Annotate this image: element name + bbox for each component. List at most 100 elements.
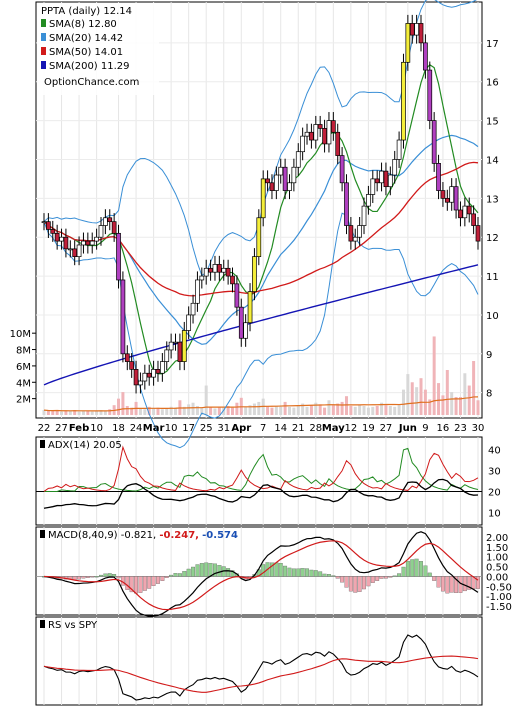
candle: [103, 209, 108, 235]
candle-body: [138, 380, 143, 386]
macd-signal-line: [43, 540, 479, 611]
adx-title: ADX(14) 20.05: [48, 440, 122, 451]
candle-body: [370, 178, 376, 195]
candle: [278, 158, 284, 184]
candle-body: [361, 205, 367, 226]
candle: [436, 154, 441, 200]
candle: [330, 112, 336, 141]
macd-histogram-bar: [309, 569, 314, 577]
macd-histogram-bar: [357, 576, 362, 592]
candle-body: [344, 182, 349, 226]
candle-body: [295, 151, 301, 168]
macd-histogram-bar: [81, 576, 86, 579]
macd-histogram-bar: [410, 559, 415, 577]
macd-histogram-bar: [366, 576, 371, 587]
volume-tick-label: 2M: [16, 395, 31, 406]
candle-body: [103, 217, 108, 226]
candle-body: [133, 369, 139, 386]
rs-legend-swatch: [40, 620, 45, 628]
candle-body: [418, 23, 424, 44]
candle-body: [120, 279, 126, 355]
candle-body: [304, 131, 310, 137]
x-tick-label: 27: [55, 423, 68, 434]
candle-body: [366, 194, 371, 207]
volume-bar: [174, 407, 178, 415]
adx-tick-label: 20: [488, 487, 501, 498]
macd-histogram-bar: [397, 573, 402, 577]
macd-histogram-bar: [169, 574, 174, 577]
candle-body: [409, 23, 415, 36]
x-tick-label: Apr: [231, 423, 251, 434]
candle: [212, 255, 218, 281]
volume-bar: [450, 392, 454, 415]
volume-bar: [406, 374, 410, 415]
candle-body: [89, 240, 95, 246]
volume-bar: [235, 402, 239, 415]
adx-line: [43, 478, 479, 509]
adx-tick-label: 10: [488, 508, 501, 519]
candle-body: [401, 61, 406, 141]
legend-swatch-sma50: [41, 47, 46, 55]
candle-body: [63, 236, 69, 250]
candle: [98, 216, 104, 246]
volume-bar: [138, 408, 142, 415]
macd-histogram-bar: [322, 573, 327, 577]
candle: [208, 259, 213, 281]
macd-histogram-bar: [164, 576, 169, 578]
macd-histogram-bar: [300, 568, 305, 577]
volume-bar: [437, 383, 441, 415]
candle: [63, 228, 69, 258]
price-tick-label: 17: [486, 39, 499, 50]
macd-histogram-bar: [160, 576, 165, 581]
macd-histogram-bar: [230, 570, 235, 577]
macd-histogram-bar: [173, 573, 178, 577]
macd-histogram-bar: [77, 576, 82, 580]
volume-bar: [380, 402, 384, 415]
candle: [471, 205, 476, 235]
volume-bar: [165, 408, 169, 415]
candle-body: [217, 264, 222, 273]
macd-histogram-bar: [331, 575, 336, 577]
legend-sma8: SMA(8) 12.80: [49, 19, 117, 30]
legend-background: [37, 3, 159, 95]
candle-body: [142, 372, 148, 382]
candle-body: [81, 240, 86, 246]
candle-body: [247, 291, 253, 324]
candle: [444, 189, 450, 211]
macd-histogram-bar: [90, 576, 95, 578]
macd-histogram-bar: [344, 576, 349, 588]
candle: [50, 220, 56, 242]
volume-bar: [182, 406, 186, 415]
volume-bar: [121, 392, 125, 415]
macd-histogram-bar: [199, 563, 204, 577]
candle: [186, 306, 192, 340]
candle-body: [427, 69, 433, 121]
candle: [54, 224, 60, 250]
x-tick-label: 10: [90, 423, 103, 434]
candle-body: [317, 124, 323, 129]
macd-histogram-bar: [405, 560, 410, 577]
candle: [348, 216, 354, 250]
candle-body: [392, 159, 398, 176]
volume-bar: [64, 410, 68, 415]
macd-tick-label: 1.00: [486, 553, 508, 564]
candle-body: [252, 256, 257, 292]
volume-bar: [42, 410, 46, 415]
volume-bar: [103, 410, 107, 415]
candle-body: [67, 248, 73, 251]
x-tick-label: 9: [422, 423, 428, 434]
x-tick-label: 12: [345, 423, 358, 434]
volume-bar: [279, 406, 283, 415]
candle: [199, 267, 205, 289]
volume-bar: [95, 410, 99, 415]
macd-histogram-bar: [278, 563, 283, 577]
candle: [357, 216, 362, 246]
candle: [247, 283, 253, 332]
candle: [190, 294, 196, 324]
candle-body: [160, 361, 165, 374]
macd-histogram-bar: [186, 568, 191, 577]
candle-body: [190, 302, 196, 316]
price-tick-label: 9: [486, 350, 492, 361]
macd-histogram-bar: [454, 576, 459, 593]
volume-bar: [169, 406, 173, 415]
